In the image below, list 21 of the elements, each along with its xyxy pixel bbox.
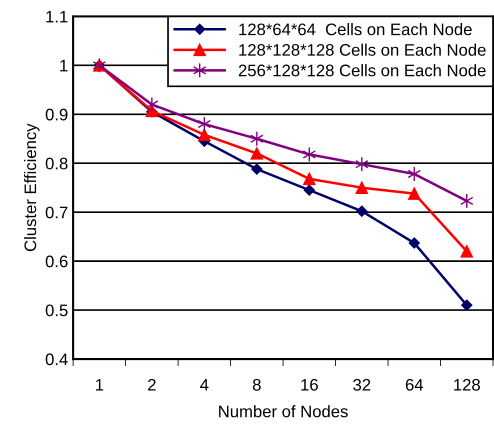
legend-label: 256*128*128 Cells on Each Node <box>238 64 486 76</box>
y-tick-label: 0.7 <box>46 206 68 218</box>
x-tick-label: 1 <box>96 379 104 391</box>
y-axis-title: Cluster Efficiency <box>24 124 40 252</box>
x-tick-label: 128 <box>454 378 480 391</box>
y-tick-label: 0.9 <box>46 108 68 120</box>
y-tick-label: 0.6 <box>46 256 68 268</box>
legend-label: 128*64*64 Cells on Each Node <box>239 23 472 36</box>
y-tick-label: 1.1 <box>46 10 68 22</box>
legend-label: 128*128*128 Cells on Each Node <box>239 44 486 56</box>
x-axis-title: Number of Nodes <box>219 405 348 418</box>
y-tick-label: 0.8 <box>46 158 68 170</box>
x-tick-label: 32 <box>353 378 370 391</box>
y-tick-label: 0.4 <box>46 353 68 366</box>
x-tick-label: 64 <box>406 378 424 391</box>
x-tick-label: 2 <box>148 378 156 391</box>
x-tick-label: 16 <box>301 378 318 391</box>
x-tick-label: 8 <box>252 378 261 391</box>
y-tick-label: 0.5 <box>46 304 68 316</box>
x-tick-label: 4 <box>200 379 208 391</box>
y-tick-label: 1 <box>60 60 68 72</box>
